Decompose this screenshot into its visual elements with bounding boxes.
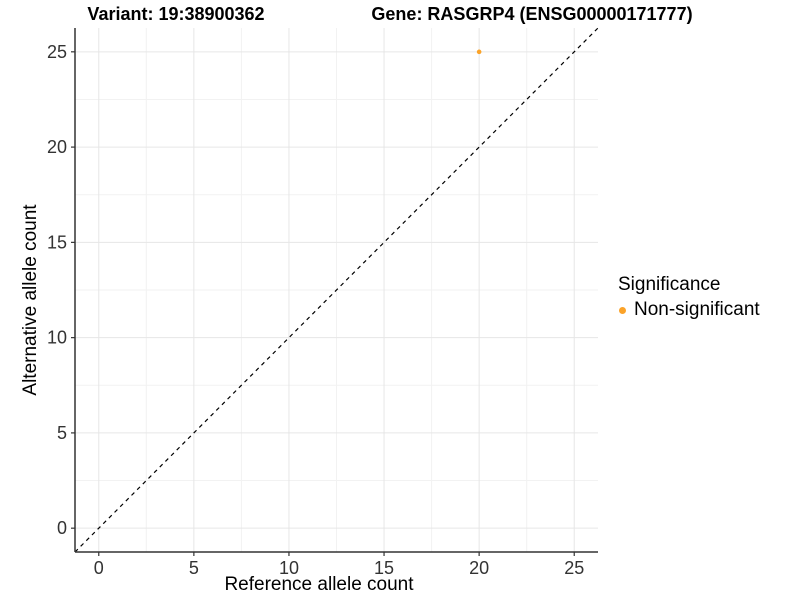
legend: Significance Non-significant bbox=[618, 274, 760, 321]
identity-reference-line bbox=[74, 27, 599, 553]
x-tick-label: 0 bbox=[94, 558, 104, 578]
x-tick-label: 25 bbox=[564, 558, 584, 578]
y-tick-label: 20 bbox=[47, 137, 67, 157]
y-tick-label: 10 bbox=[47, 328, 67, 348]
legend-item: Non-significant bbox=[618, 299, 760, 321]
legend-title: Significance bbox=[618, 274, 721, 295]
data-point bbox=[476, 49, 482, 55]
x-tick-label: 10 bbox=[279, 558, 299, 578]
variant-title: Variant: 19:38900362 bbox=[87, 4, 265, 24]
x-axis-title: Reference allele count bbox=[224, 574, 414, 595]
y-tick-label: 25 bbox=[47, 42, 67, 62]
legend-items: Non-significant bbox=[618, 299, 760, 321]
gene-title: Gene: RASGRP4 (ENSG00000171777) bbox=[371, 4, 693, 24]
y-tick-label: 5 bbox=[57, 423, 67, 443]
x-tick-label: 15 bbox=[374, 558, 394, 578]
x-tick-label: 20 bbox=[469, 558, 489, 578]
x-tick-label: 5 bbox=[189, 558, 199, 578]
y-tick-label: 15 bbox=[47, 232, 67, 252]
y-axis-title: Alternative allele count bbox=[20, 204, 41, 396]
legend-point-swatch bbox=[619, 306, 626, 314]
legend-item-label: Non-significant bbox=[634, 299, 760, 320]
y-tick-label: 0 bbox=[57, 518, 67, 538]
